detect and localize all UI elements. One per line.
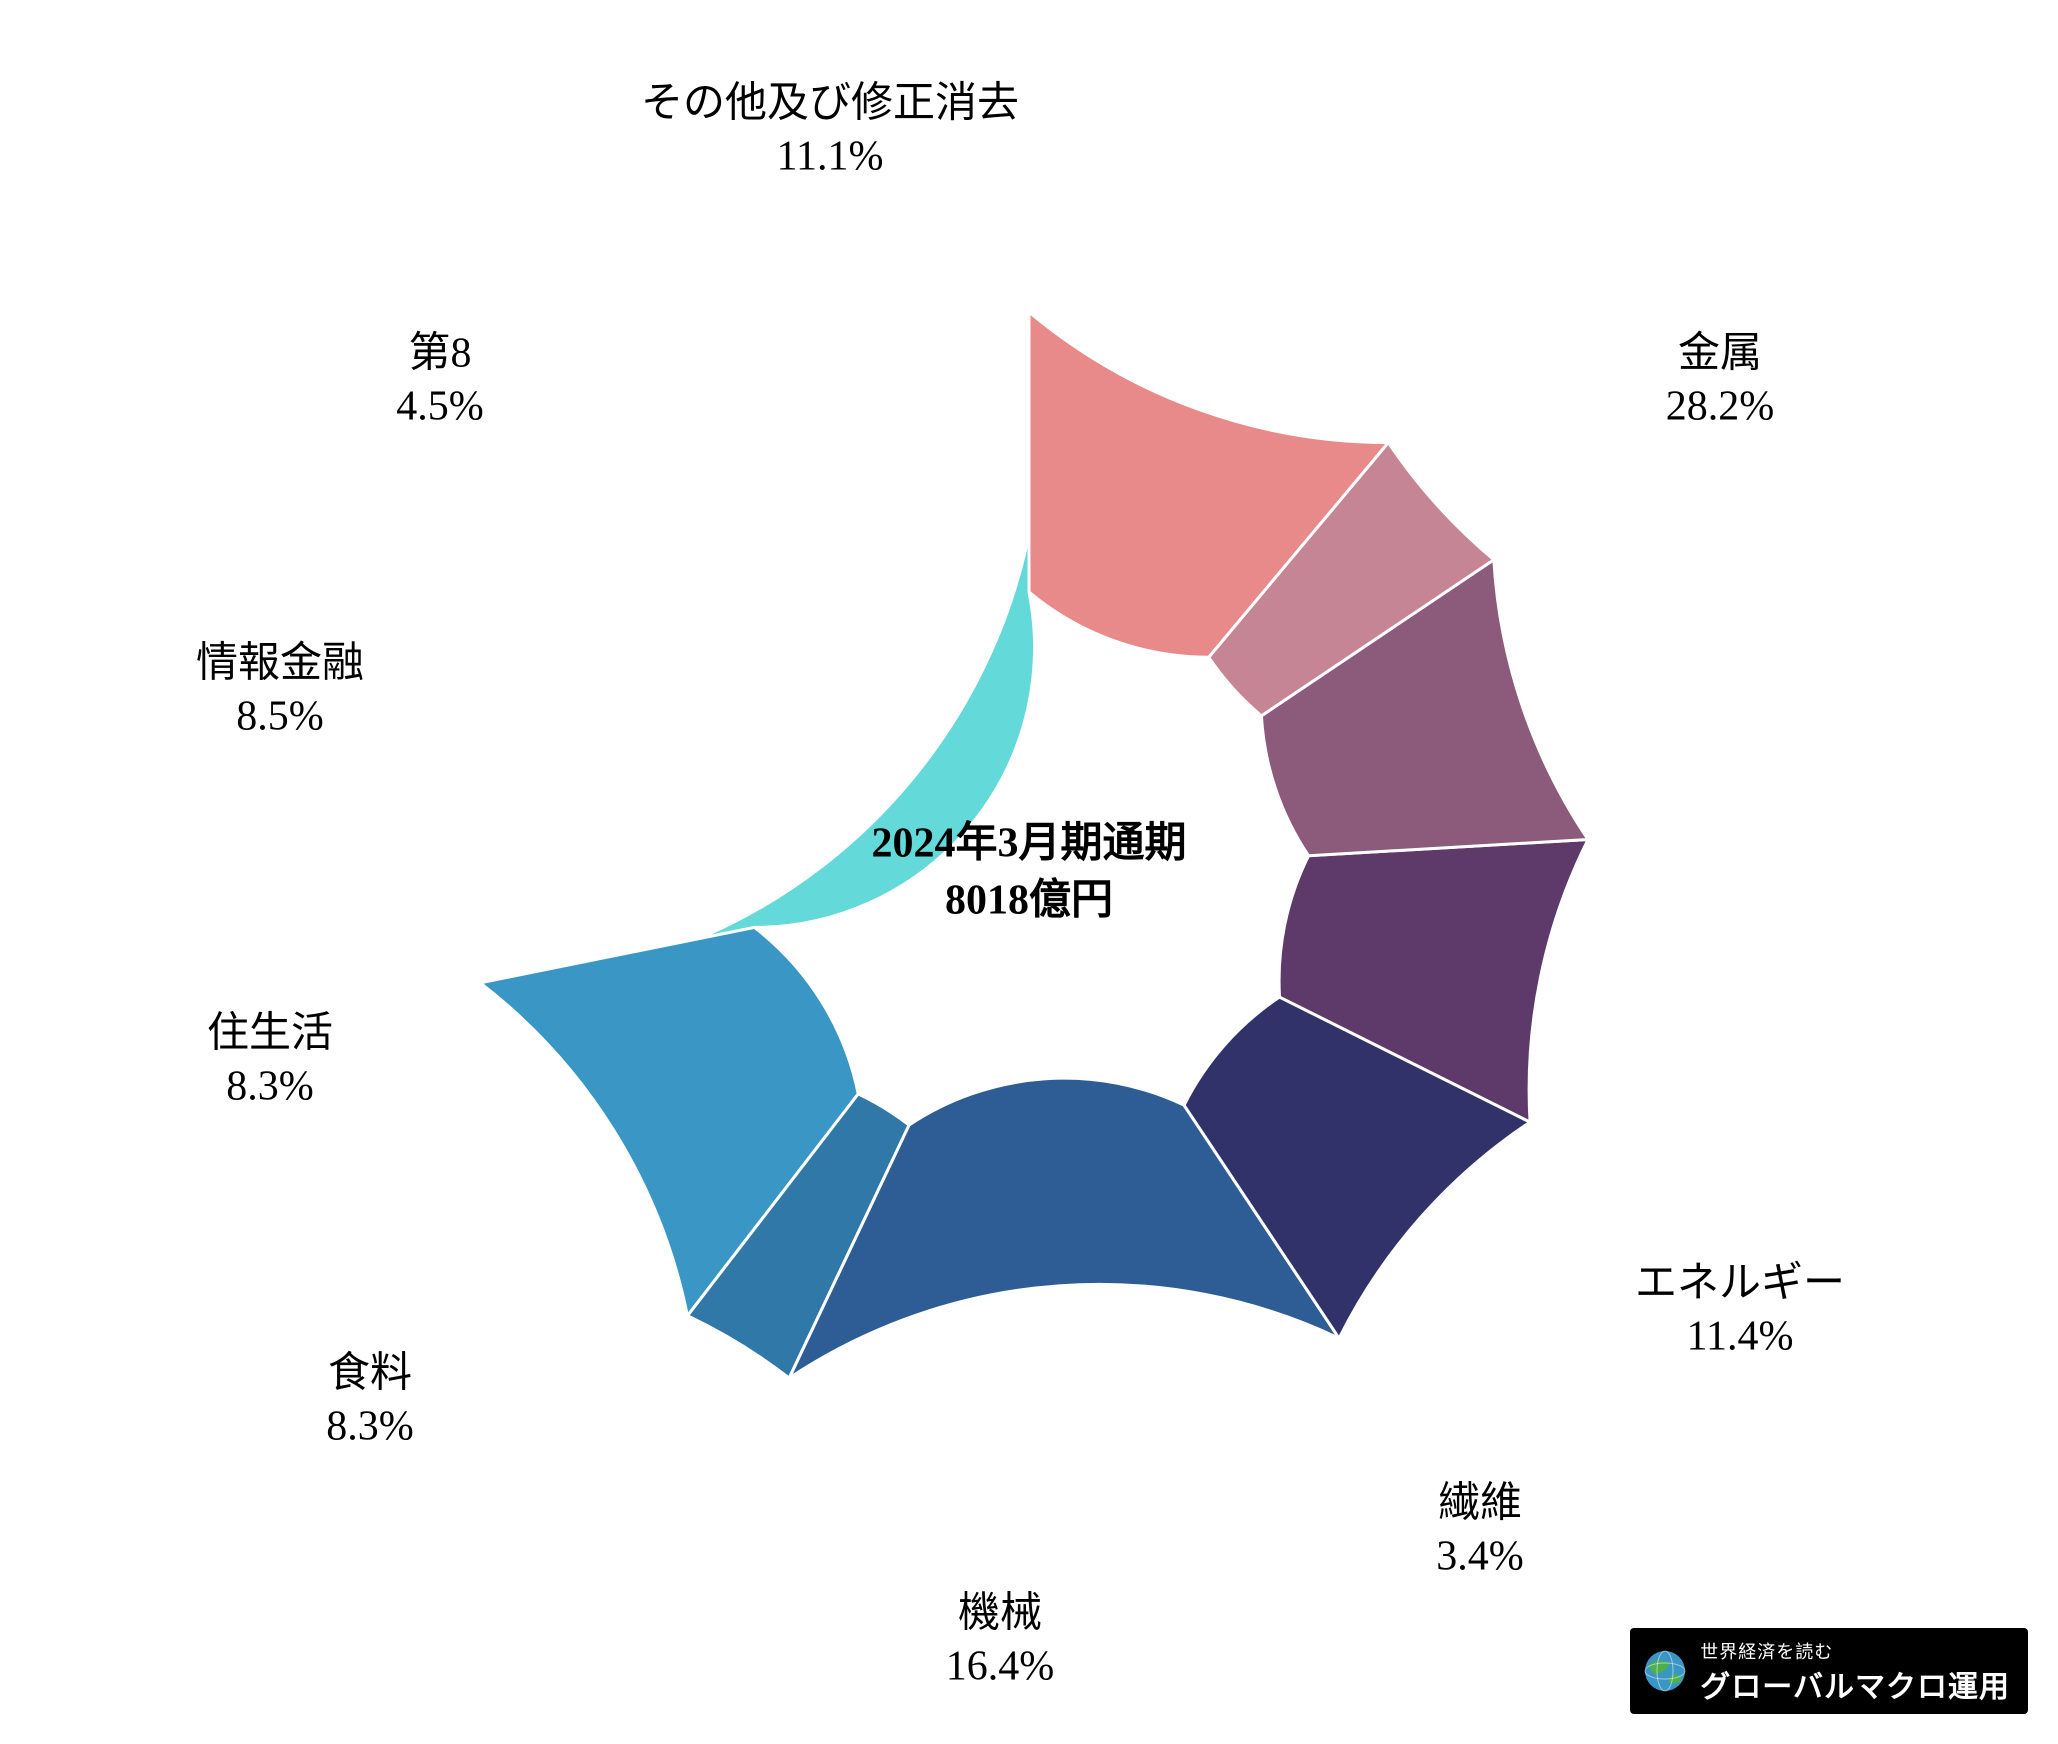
center-label-line2: 8018億円	[945, 877, 1113, 923]
slice-label: 繊維3.4%	[1436, 1478, 1524, 1583]
globe-icon	[1640, 1646, 1690, 1696]
slice-label: 機械16.4%	[946, 1588, 1055, 1693]
slice-label-name: 金属	[1666, 328, 1775, 381]
watermark-small-text: 世界経済を読む	[1700, 1638, 2010, 1664]
slice-label-name: エネルギー	[1635, 1258, 1845, 1311]
slice-label-name: 食料	[326, 1348, 414, 1401]
slice-label-pct: 3.4%	[1436, 1530, 1524, 1583]
slice-label: エネルギー11.4%	[1635, 1258, 1845, 1363]
slice-label-pct: 11.4%	[1635, 1310, 1845, 1363]
slice-label-pct: 16.4%	[946, 1640, 1055, 1693]
slice-label-pct: 8.3%	[207, 1060, 333, 1113]
slice-label-name: 情報金融	[196, 638, 364, 691]
slice-label-pct: 4.5%	[396, 380, 484, 433]
slice-label: 金属28.2%	[1666, 328, 1775, 433]
slice-label-pct: 11.1%	[641, 130, 1019, 183]
slice-label: 食料8.3%	[326, 1348, 414, 1453]
slice-label-name: 繊維	[1436, 1478, 1524, 1531]
slice-label-pct: 8.3%	[326, 1400, 414, 1453]
chart-center-label: 2024年3月期通期 8018億円	[871, 815, 1186, 928]
slice-label-pct: 8.5%	[196, 690, 364, 743]
slice-label-name: 住生活	[207, 1008, 333, 1061]
slice-label-name: 第8	[396, 328, 484, 381]
slice-label: 住生活8.3%	[207, 1008, 333, 1113]
slice-label-name: 機械	[946, 1588, 1055, 1641]
slice-label: 情報金融8.5%	[196, 638, 364, 743]
slice-label: その他及び修正消去11.1%	[641, 78, 1019, 183]
center-label-line1: 2024年3月期通期	[871, 820, 1186, 866]
donut-chart-container: 金属28.2%エネルギー11.4%繊維3.4%機械16.4%食料8.3%住生活8…	[0, 0, 2058, 1744]
slice-label: 第84.5%	[396, 328, 484, 433]
watermark-big-text: グローバルマクロ運用	[1700, 1662, 2010, 1706]
slice-label-pct: 28.2%	[1666, 380, 1775, 433]
watermark-badge: 世界経済を読む グローバルマクロ運用	[1630, 1628, 2028, 1714]
slice-label-name: その他及び修正消去	[641, 78, 1019, 131]
